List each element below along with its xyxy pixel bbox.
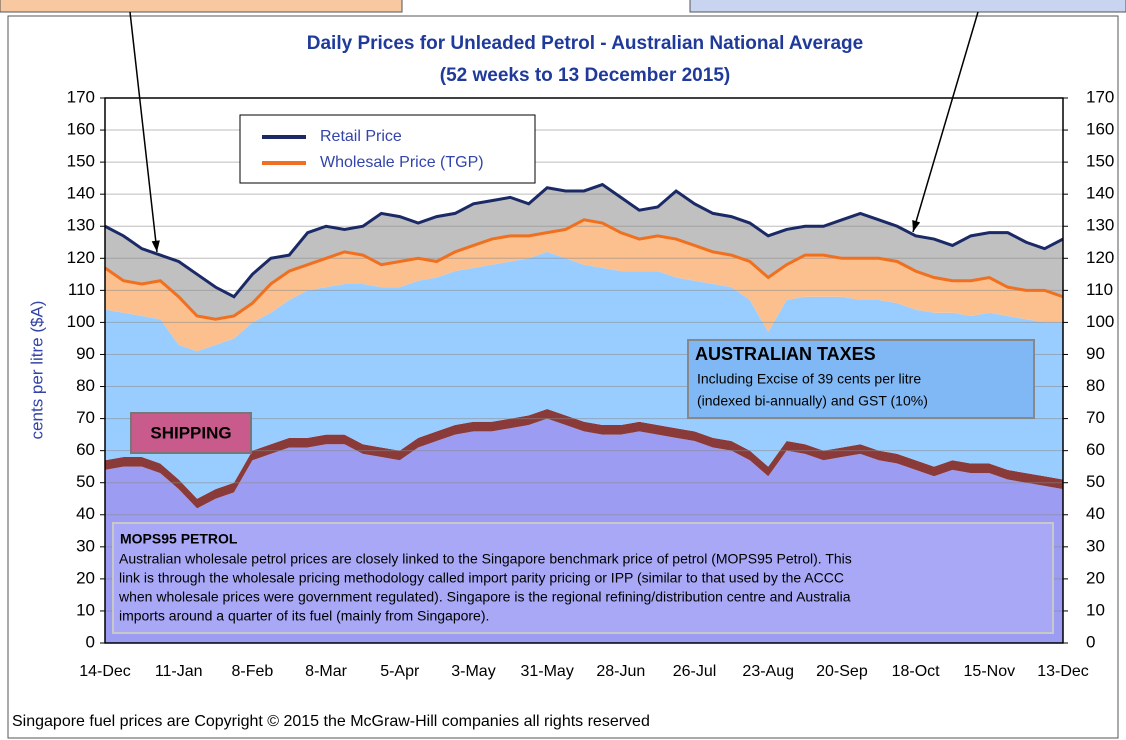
shipping-label: SHIPPING xyxy=(150,423,231,442)
x-tick-label: 31-May xyxy=(520,663,573,680)
x-tick-label: 13-Dec xyxy=(1037,663,1089,680)
x-tick-label: 11-Jan xyxy=(155,663,203,680)
y-tick-label: 50 xyxy=(76,472,95,491)
y-tick-label: 160 xyxy=(67,120,95,139)
x-tick-label: 3-May xyxy=(451,663,495,680)
mops-text: Australian wholesale petrol prices are c… xyxy=(119,551,852,567)
legend-label: Retail Price xyxy=(320,128,402,145)
y2-tick-label: 80 xyxy=(1086,376,1105,395)
y-tick-label: 80 xyxy=(76,376,95,395)
shipping-box xyxy=(130,412,252,454)
footer: Singapore fuel prices are Copyright © 20… xyxy=(12,713,650,730)
chart-subtitle: (52 weeks to 13 December 2015) xyxy=(440,65,730,86)
mops-text: imports around a quarter of its fuel (ma… xyxy=(119,608,489,624)
y2-tick-label: 20 xyxy=(1086,568,1105,587)
series-line xyxy=(104,182,1064,299)
x-tick-label: 28-Jun xyxy=(596,663,645,680)
x-tick-label: 18-Oct xyxy=(892,663,941,680)
y2-tick-label: 90 xyxy=(1086,344,1105,363)
y-tick-label: 70 xyxy=(76,408,95,427)
y2-tick-label: 30 xyxy=(1086,536,1105,555)
y2-tick-label: 0 xyxy=(1086,632,1095,651)
y2-tick-label: 160 xyxy=(1086,120,1114,139)
area-layer xyxy=(105,251,1063,499)
mops-text: when wholesale prices were government re… xyxy=(118,589,851,605)
mops-text: link is through the wholesale pricing me… xyxy=(119,570,844,586)
y2-tick-label: 120 xyxy=(1086,248,1114,267)
y-tick-label: 120 xyxy=(67,248,95,267)
y-tick-label: 130 xyxy=(67,216,95,235)
arrow-head xyxy=(912,220,921,232)
y-tick-label: 150 xyxy=(67,152,95,171)
x-tick-label: 23-Aug xyxy=(742,663,794,680)
y-tick-label: 140 xyxy=(67,184,95,203)
y2-tick-label: 110 xyxy=(1086,280,1113,299)
y-tick-label: 10 xyxy=(76,600,95,619)
y2-tick-label: 170 xyxy=(1086,87,1114,106)
y-tick-label: 0 xyxy=(86,632,95,651)
x-tick-label: 14-Dec xyxy=(79,663,131,680)
y2-tick-label: 100 xyxy=(1086,312,1114,331)
arrow xyxy=(129,11,158,253)
margin-area xyxy=(105,184,1063,320)
legend-label: Wholesale Price (TGP) xyxy=(320,154,484,171)
y2-tick-label: 60 xyxy=(1086,440,1105,459)
arrow xyxy=(912,11,979,233)
y2-tick-label: 40 xyxy=(1086,504,1105,523)
y-tick-label: 20 xyxy=(76,568,95,587)
y2-tick-label: 140 xyxy=(1086,184,1114,203)
y2-tick-label: 10 xyxy=(1086,600,1105,619)
plot-border xyxy=(104,97,1064,644)
x-tick-label: 8-Mar xyxy=(305,663,347,680)
y-tick-label: 60 xyxy=(76,440,95,459)
y-tick-label: 100 xyxy=(67,312,95,331)
x-tick-label: 20-Sep xyxy=(816,663,868,680)
y2-tick-label: 50 xyxy=(1086,472,1105,491)
taxes-box xyxy=(687,339,1035,419)
x-tick-label: 26-Jul xyxy=(673,663,717,680)
callout-box xyxy=(689,0,1126,13)
x-tick-label: 15-Nov xyxy=(964,663,1016,680)
y2-tick-label: 130 xyxy=(1086,216,1114,235)
arrow-head xyxy=(151,240,160,252)
y-tick-label: 90 xyxy=(76,344,95,363)
x-tick-label: 8-Feb xyxy=(231,663,273,680)
y2-tick-label: 70 xyxy=(1086,408,1105,427)
mops-box xyxy=(112,522,1054,634)
x-tick-label: 5-Apr xyxy=(380,663,420,680)
taxes-text: Including Excise of 39 cents per litre xyxy=(697,371,921,387)
legend xyxy=(239,114,536,184)
y-tick-label: 170 xyxy=(67,87,95,106)
y-tick-label: 40 xyxy=(76,504,95,523)
area-layer xyxy=(105,408,1063,509)
series-line xyxy=(104,218,1064,321)
y-axis-label: cents per litre ($A) xyxy=(27,301,46,440)
y2-tick-label: 150 xyxy=(1086,152,1114,171)
chart-title: Daily Prices for Unleaded Petrol - Austr… xyxy=(307,33,863,54)
taxes-title: AUSTRALIAN TAXES xyxy=(695,344,876,364)
taxes-text: (indexed bi-annually) and GST (10%) xyxy=(697,393,928,409)
y-tick-label: 110 xyxy=(68,280,95,299)
mops-title: MOPS95 PETROL xyxy=(120,531,238,547)
callout-box xyxy=(0,0,403,13)
y-tick-label: 30 xyxy=(76,536,95,555)
